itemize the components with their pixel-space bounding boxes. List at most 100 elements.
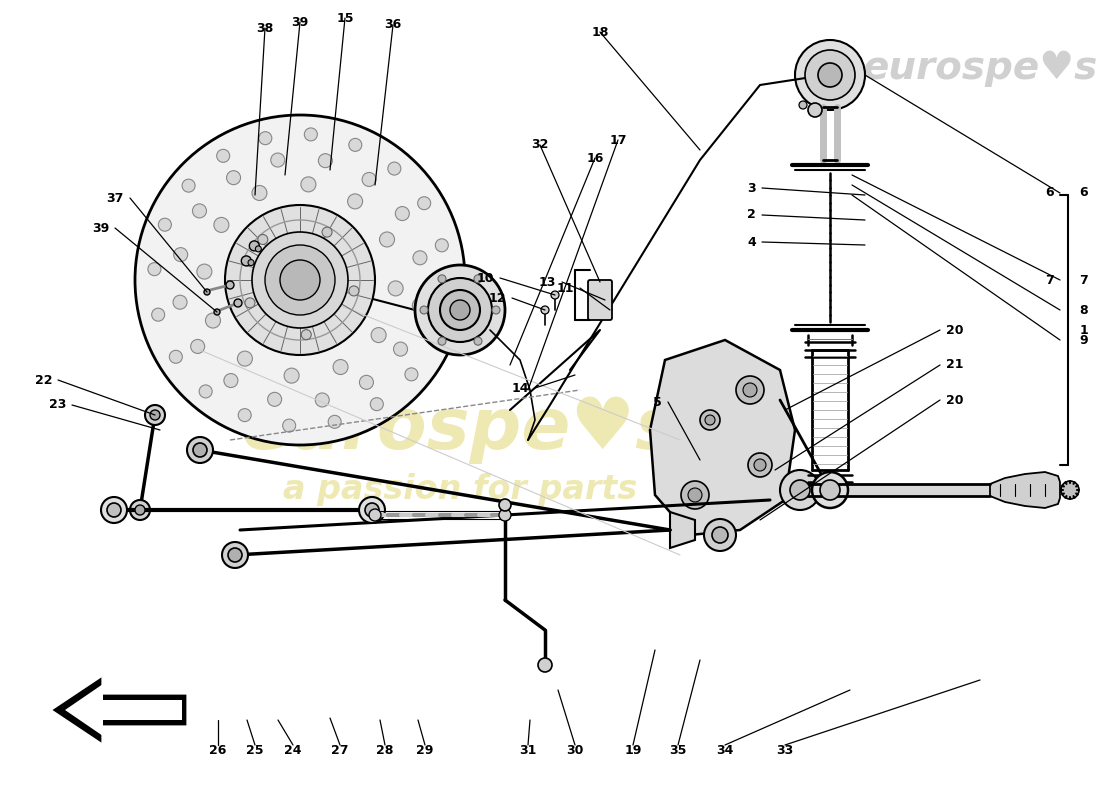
Circle shape — [158, 218, 172, 231]
Circle shape — [780, 470, 820, 510]
Circle shape — [217, 150, 230, 162]
Circle shape — [705, 415, 715, 425]
Text: 7: 7 — [1079, 274, 1088, 286]
Text: 36: 36 — [384, 18, 402, 31]
Polygon shape — [990, 472, 1060, 508]
Circle shape — [197, 264, 212, 279]
Text: 6: 6 — [1045, 186, 1054, 199]
Circle shape — [820, 480, 840, 500]
Circle shape — [322, 227, 332, 237]
Circle shape — [245, 298, 255, 308]
Text: 35: 35 — [669, 743, 686, 757]
Circle shape — [1062, 481, 1079, 499]
Text: eurospe♥s: eurospe♥s — [241, 395, 679, 465]
Text: 37: 37 — [107, 191, 124, 205]
Text: 18: 18 — [592, 26, 608, 38]
Circle shape — [394, 342, 407, 356]
Circle shape — [305, 128, 317, 141]
Circle shape — [150, 410, 160, 420]
Circle shape — [388, 162, 400, 175]
Circle shape — [135, 505, 145, 515]
Circle shape — [429, 329, 441, 342]
Circle shape — [258, 132, 272, 145]
Circle shape — [736, 376, 764, 404]
Circle shape — [169, 350, 183, 363]
Circle shape — [436, 239, 449, 252]
Circle shape — [360, 375, 373, 390]
Circle shape — [754, 459, 766, 471]
Circle shape — [712, 527, 728, 543]
Circle shape — [474, 337, 482, 345]
Circle shape — [439, 284, 452, 298]
Text: 10: 10 — [476, 271, 494, 285]
Text: 14: 14 — [512, 382, 529, 394]
Circle shape — [107, 503, 121, 517]
Circle shape — [183, 179, 195, 192]
Text: 11: 11 — [557, 282, 574, 294]
Circle shape — [499, 499, 512, 511]
Circle shape — [192, 204, 207, 218]
Text: 6: 6 — [1080, 186, 1088, 199]
Text: 8: 8 — [1080, 303, 1088, 317]
Circle shape — [551, 291, 559, 299]
Circle shape — [438, 337, 446, 345]
Circle shape — [328, 415, 341, 428]
Circle shape — [224, 374, 238, 387]
Circle shape — [688, 488, 702, 502]
Circle shape — [681, 481, 710, 509]
Circle shape — [173, 295, 187, 310]
Circle shape — [271, 153, 285, 167]
Text: 17: 17 — [609, 134, 627, 146]
Text: 30: 30 — [566, 743, 584, 757]
Circle shape — [474, 275, 482, 283]
Circle shape — [255, 246, 262, 252]
Text: 20: 20 — [946, 323, 964, 337]
Circle shape — [412, 250, 427, 265]
Text: 9: 9 — [1080, 334, 1088, 346]
Circle shape — [388, 281, 403, 296]
Circle shape — [147, 262, 161, 276]
Circle shape — [742, 383, 757, 397]
Circle shape — [214, 309, 220, 315]
Circle shape — [265, 245, 336, 315]
Circle shape — [492, 306, 500, 314]
Circle shape — [204, 289, 210, 295]
Circle shape — [238, 351, 252, 366]
Circle shape — [428, 278, 492, 342]
Text: 7: 7 — [1045, 274, 1054, 286]
Text: 28: 28 — [376, 743, 394, 757]
Circle shape — [538, 658, 552, 672]
Text: 12: 12 — [488, 291, 506, 305]
Text: 25: 25 — [246, 743, 264, 757]
Text: 20: 20 — [946, 394, 964, 406]
Circle shape — [228, 548, 242, 562]
Circle shape — [318, 154, 332, 168]
Circle shape — [234, 299, 242, 307]
Circle shape — [748, 453, 772, 477]
Text: 23: 23 — [48, 398, 66, 411]
Polygon shape — [650, 340, 795, 535]
Circle shape — [199, 385, 212, 398]
Circle shape — [541, 306, 549, 314]
Circle shape — [420, 306, 428, 314]
Polygon shape — [55, 680, 185, 740]
Circle shape — [301, 330, 311, 340]
Bar — [800, 484, 990, 496]
Text: 22: 22 — [34, 374, 52, 386]
Circle shape — [790, 480, 810, 500]
Circle shape — [250, 241, 260, 251]
Circle shape — [174, 248, 188, 262]
Circle shape — [359, 497, 385, 523]
Circle shape — [362, 173, 376, 186]
Circle shape — [241, 256, 251, 266]
Circle shape — [252, 186, 267, 201]
Circle shape — [395, 206, 409, 221]
Circle shape — [812, 472, 848, 508]
Circle shape — [226, 205, 375, 355]
Circle shape — [704, 519, 736, 551]
Circle shape — [349, 138, 362, 151]
Circle shape — [130, 500, 150, 520]
Text: 19: 19 — [625, 743, 641, 757]
Text: 29: 29 — [416, 743, 433, 757]
Circle shape — [440, 290, 480, 330]
